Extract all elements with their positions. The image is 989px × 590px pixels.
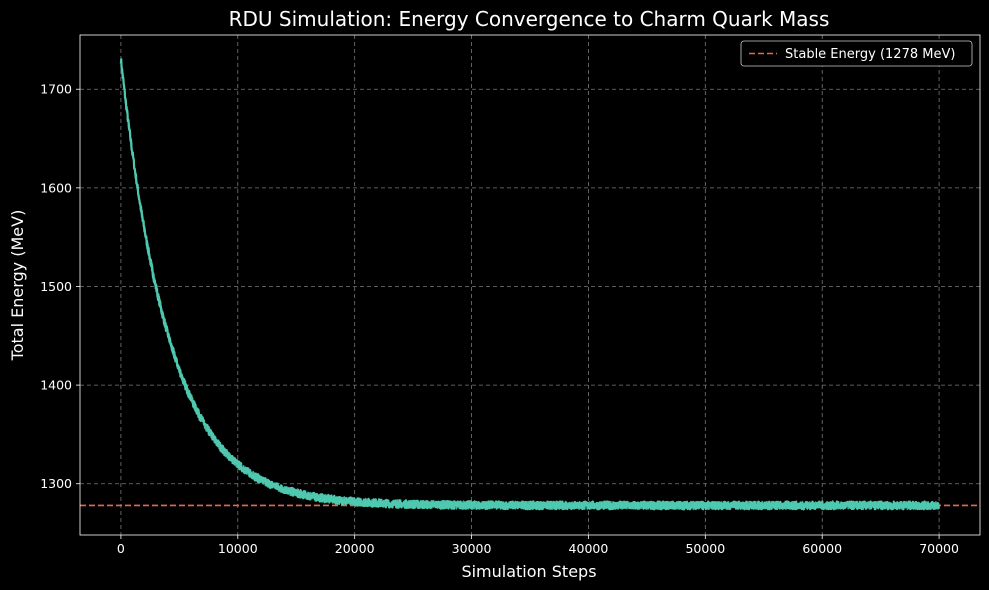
- y-tick-label: 1300: [40, 476, 72, 491]
- y-axis-ticks: 1300 1400 1500 1600 1700: [40, 82, 80, 491]
- y-tick-label: 1500: [40, 279, 72, 294]
- x-axis-label: Simulation Steps: [461, 562, 596, 581]
- x-tick-label: 70000: [919, 541, 959, 556]
- x-tick-label: 20000: [335, 541, 375, 556]
- plot-frame: [79, 34, 981, 536]
- y-axis-label: Total Energy (MeV): [8, 210, 27, 362]
- series-layer: [119, 58, 940, 511]
- y-tick-label: 1700: [40, 82, 72, 97]
- x-tick-label: 0: [117, 541, 125, 556]
- legend: Stable Energy (1278 MeV): [740, 40, 973, 67]
- x-tick-label: 40000: [569, 541, 609, 556]
- x-tick-label: 60000: [802, 541, 842, 556]
- x-tick-label: 10000: [218, 541, 258, 556]
- x-tick-label: 50000: [685, 541, 725, 556]
- legend-label-stable-energy: Stable Energy (1278 MeV): [785, 47, 955, 62]
- series-line-energy-noise: [120, 61, 940, 511]
- chart-title: RDU Simulation: Energy Convergence to Ch…: [229, 7, 830, 31]
- legend-box: [740, 40, 973, 67]
- x-axis-ticks: 0 10000 20000 30000 40000 50000 60000 70000: [117, 535, 959, 556]
- x-tick-label: 30000: [452, 541, 492, 556]
- grid: [80, 35, 980, 535]
- y-tick-label: 1600: [40, 180, 72, 195]
- y-tick-label: 1400: [40, 378, 72, 393]
